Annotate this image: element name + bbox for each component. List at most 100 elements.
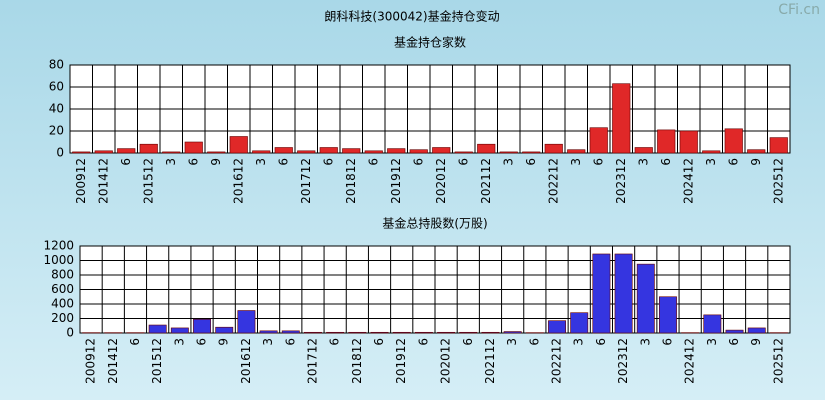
chart-title: 基金持仓家数 bbox=[394, 35, 466, 50]
bar bbox=[348, 331, 367, 334]
y-tick-label: 1000 bbox=[43, 253, 74, 267]
x-tick-label: 6 bbox=[594, 338, 608, 346]
bar bbox=[252, 150, 271, 154]
bar bbox=[747, 149, 766, 154]
bar bbox=[162, 151, 181, 154]
bar bbox=[499, 151, 518, 154]
x-tick-label: 202412 bbox=[681, 158, 695, 204]
y-tick-label: 200 bbox=[51, 311, 74, 325]
x-tick-label: 6 bbox=[128, 338, 142, 346]
x-tick-label: 6 bbox=[660, 338, 674, 346]
x-tick-label: 201912 bbox=[394, 338, 408, 384]
bar bbox=[612, 83, 631, 154]
x-tick-label: 202112 bbox=[483, 338, 497, 384]
bar bbox=[481, 331, 500, 334]
x-tick-label: 9 bbox=[209, 158, 223, 166]
x-tick-label: 6 bbox=[195, 338, 209, 346]
x-tick-label: 201712 bbox=[305, 338, 319, 384]
x-tick-label: 3 bbox=[704, 158, 718, 166]
x-tick-label: 202412 bbox=[683, 338, 697, 384]
bar bbox=[589, 127, 608, 154]
watermark: CFi.cn bbox=[778, 2, 820, 18]
bar bbox=[170, 327, 189, 334]
bar bbox=[659, 296, 677, 334]
bar bbox=[281, 330, 300, 334]
bar bbox=[364, 150, 383, 154]
x-tick-label: 200912 bbox=[74, 158, 88, 204]
bar bbox=[724, 128, 743, 154]
bar bbox=[477, 143, 496, 154]
x-tick-label: 3 bbox=[705, 338, 719, 346]
bar bbox=[567, 149, 586, 154]
bar bbox=[94, 150, 113, 154]
bar bbox=[702, 150, 721, 154]
bar bbox=[725, 329, 744, 334]
bar bbox=[544, 143, 563, 154]
bar bbox=[319, 147, 338, 154]
bar bbox=[297, 150, 316, 154]
x-tick-label: 202312 bbox=[616, 338, 630, 384]
x-tick-label: 6 bbox=[276, 158, 290, 166]
x-tick-label: 201612 bbox=[239, 338, 253, 384]
bar bbox=[592, 253, 611, 334]
bar bbox=[370, 331, 389, 334]
bar bbox=[657, 129, 676, 154]
x-tick-label: 202012 bbox=[434, 158, 448, 204]
y-tick-label: 0 bbox=[66, 326, 74, 340]
x-tick-label: 202012 bbox=[439, 338, 453, 384]
x-tick-label: 6 bbox=[524, 158, 538, 166]
y-tick-label: 0 bbox=[56, 146, 64, 160]
y-tick-label: 40 bbox=[49, 102, 64, 116]
x-tick-label: 6 bbox=[727, 338, 741, 346]
bar bbox=[634, 147, 653, 154]
bar bbox=[614, 253, 633, 334]
x-tick-label: 6 bbox=[321, 158, 335, 166]
bar bbox=[459, 331, 478, 334]
x-tick-label: 3 bbox=[638, 338, 652, 346]
x-tick-label: 201912 bbox=[389, 158, 403, 204]
x-tick-label: 201512 bbox=[141, 158, 155, 204]
x-tick-label: 200912 bbox=[84, 338, 98, 384]
x-tick-label: 9 bbox=[749, 338, 763, 346]
x-tick-label: 202512 bbox=[771, 338, 785, 384]
bar bbox=[437, 331, 456, 334]
y-tick-label: 1200 bbox=[43, 239, 74, 253]
bar bbox=[703, 314, 722, 334]
bar bbox=[304, 331, 322, 334]
bar bbox=[72, 151, 91, 154]
bar bbox=[274, 147, 293, 154]
x-tick-label: 6 bbox=[591, 158, 605, 166]
x-tick-label: 6 bbox=[283, 338, 297, 346]
x-tick-label: 6 bbox=[328, 338, 342, 346]
x-tick-label: 3 bbox=[254, 158, 268, 166]
bar bbox=[769, 137, 788, 154]
bar bbox=[148, 324, 167, 334]
bar bbox=[570, 312, 589, 334]
x-tick-label: 201712 bbox=[299, 158, 313, 204]
x-tick-label: 3 bbox=[505, 338, 519, 346]
bar bbox=[387, 148, 406, 154]
bar bbox=[503, 331, 522, 334]
x-tick-label: 201412 bbox=[96, 158, 110, 204]
bar bbox=[215, 326, 234, 334]
bar bbox=[432, 147, 451, 154]
bar bbox=[326, 331, 345, 334]
y-tick-label: 20 bbox=[49, 124, 64, 138]
y-tick-label: 60 bbox=[49, 80, 64, 94]
x-tick-label: 6 bbox=[456, 158, 470, 166]
x-tick-label: 3 bbox=[261, 338, 275, 346]
bar bbox=[229, 136, 248, 154]
x-tick-label: 201512 bbox=[150, 338, 164, 384]
x-tick-label: 3 bbox=[569, 158, 583, 166]
bar bbox=[207, 151, 226, 154]
x-tick-label: 6 bbox=[411, 158, 425, 166]
x-tick-label: 202212 bbox=[550, 338, 564, 384]
x-tick-label: 201812 bbox=[344, 158, 358, 204]
bar bbox=[117, 148, 136, 154]
x-tick-label: 202212 bbox=[546, 158, 560, 204]
x-tick-label: 9 bbox=[217, 338, 231, 346]
x-tick-label: 6 bbox=[372, 338, 386, 346]
bar bbox=[184, 141, 203, 154]
x-tick-label: 6 bbox=[726, 158, 740, 166]
bar bbox=[454, 151, 473, 154]
